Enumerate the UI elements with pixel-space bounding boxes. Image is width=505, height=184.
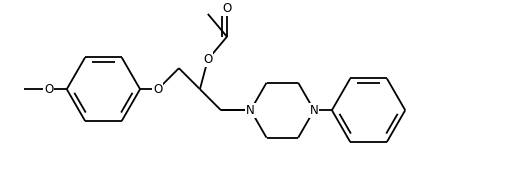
Text: O: O xyxy=(222,2,231,15)
Text: N: N xyxy=(246,104,255,117)
Text: N: N xyxy=(246,104,255,117)
Text: O: O xyxy=(44,83,54,96)
Text: O: O xyxy=(153,83,162,96)
Text: O: O xyxy=(203,53,212,66)
Text: N: N xyxy=(246,104,255,117)
Text: N: N xyxy=(309,104,318,117)
